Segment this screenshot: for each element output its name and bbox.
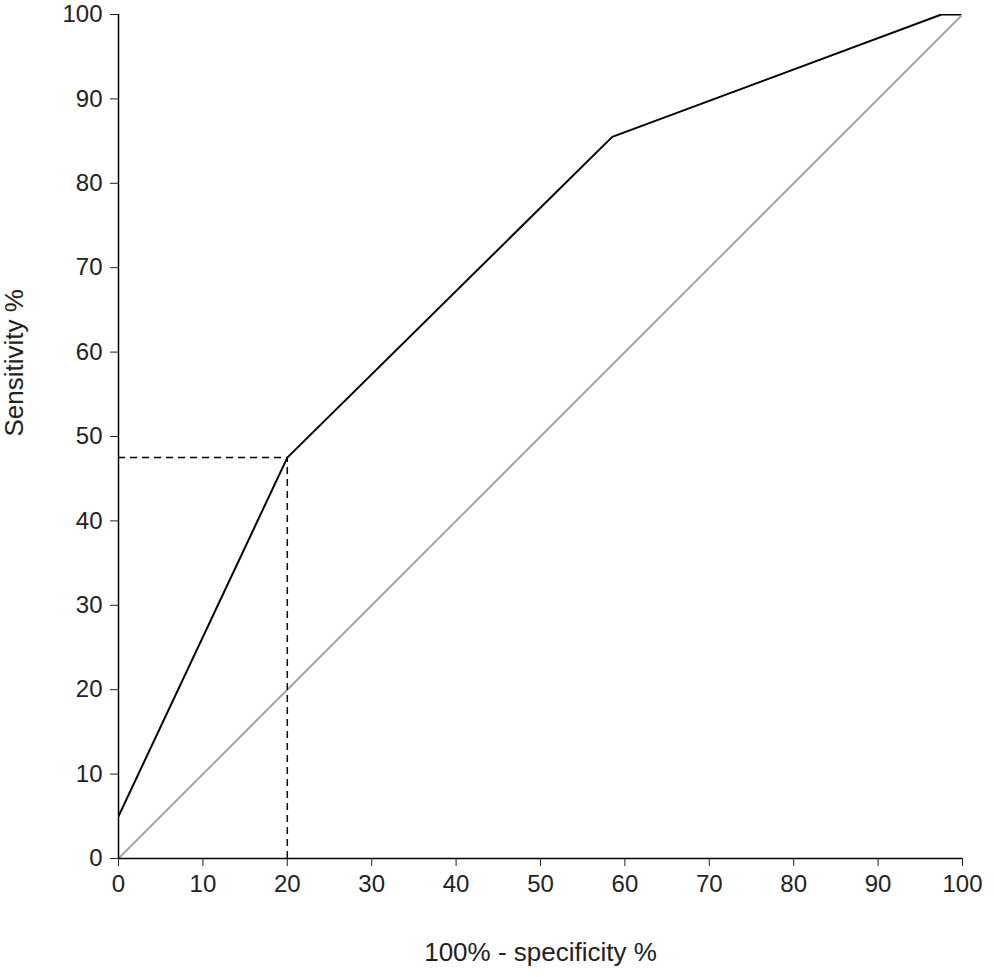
svg-text:100: 100 xyxy=(942,870,982,897)
svg-text:40: 40 xyxy=(76,507,103,534)
svg-text:70: 70 xyxy=(76,253,103,280)
svg-text:80: 80 xyxy=(76,169,103,196)
svg-text:20: 20 xyxy=(76,675,103,702)
svg-text:60: 60 xyxy=(76,338,103,365)
svg-text:30: 30 xyxy=(76,591,103,618)
svg-text:90: 90 xyxy=(865,870,892,897)
svg-text:20: 20 xyxy=(274,870,301,897)
svg-text:50: 50 xyxy=(76,422,103,449)
svg-text:40: 40 xyxy=(443,870,470,897)
svg-text:10: 10 xyxy=(76,760,103,787)
svg-text:Sensitivity %: Sensitivity % xyxy=(0,289,29,436)
svg-text:0: 0 xyxy=(89,844,102,871)
svg-text:100% - specificity %: 100% - specificity % xyxy=(424,937,657,967)
svg-text:0: 0 xyxy=(112,870,125,897)
svg-text:70: 70 xyxy=(696,870,723,897)
svg-text:60: 60 xyxy=(612,870,639,897)
svg-text:90: 90 xyxy=(76,85,103,112)
svg-text:50: 50 xyxy=(527,870,554,897)
svg-text:30: 30 xyxy=(358,870,385,897)
svg-text:80: 80 xyxy=(780,870,807,897)
svg-text:100: 100 xyxy=(62,0,102,27)
svg-text:10: 10 xyxy=(190,870,217,897)
